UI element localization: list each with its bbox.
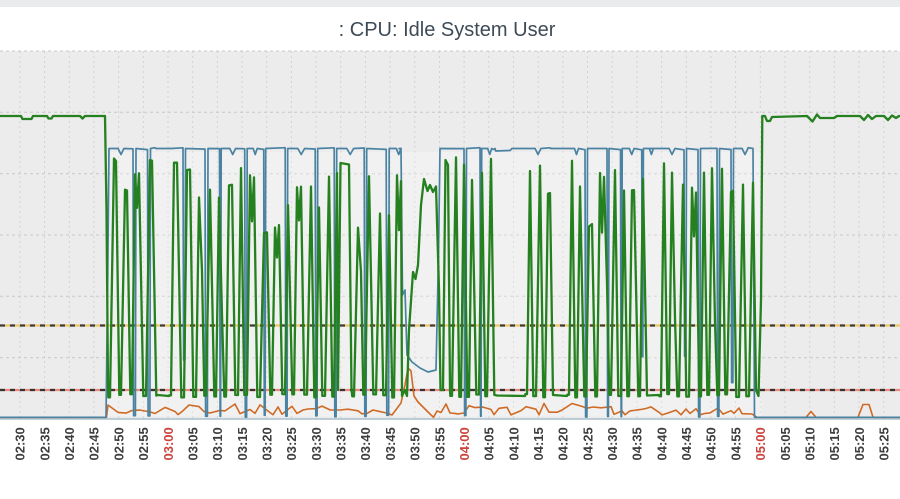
svg-text:04:10: 04:10 xyxy=(506,427,521,460)
svg-text:05:00: 05:00 xyxy=(753,427,768,460)
svg-text:05:20: 05:20 xyxy=(852,427,867,460)
svg-text:03:55: 03:55 xyxy=(432,427,447,460)
svg-text:04:05: 04:05 xyxy=(482,427,497,460)
svg-text:02:35: 02:35 xyxy=(37,427,52,460)
svg-text:05:10: 05:10 xyxy=(803,427,818,460)
svg-text:02:45: 02:45 xyxy=(87,427,102,460)
svg-text:04:00: 04:00 xyxy=(457,427,472,460)
svg-text:03:10: 03:10 xyxy=(210,427,225,460)
svg-text:03:45: 03:45 xyxy=(383,427,398,460)
svg-text:04:45: 04:45 xyxy=(679,427,694,460)
svg-text:02:50: 02:50 xyxy=(111,427,126,460)
svg-text:04:35: 04:35 xyxy=(630,427,645,460)
svg-text:04:40: 04:40 xyxy=(654,427,669,460)
svg-text:05:25: 05:25 xyxy=(877,427,892,460)
svg-text:04:30: 04:30 xyxy=(605,427,620,460)
svg-text:03:00: 03:00 xyxy=(161,427,176,460)
svg-text:04:20: 04:20 xyxy=(556,427,571,460)
svg-text:03:20: 03:20 xyxy=(260,427,275,460)
svg-text:: CPU: Idle System User: : CPU: Idle System User xyxy=(339,19,556,41)
svg-text:02:55: 02:55 xyxy=(136,427,151,460)
svg-text:03:15: 03:15 xyxy=(235,427,250,460)
svg-text:03:50: 03:50 xyxy=(408,427,423,460)
svg-text:03:05: 03:05 xyxy=(186,427,201,460)
svg-text:03:40: 03:40 xyxy=(358,427,373,460)
svg-text:05:15: 05:15 xyxy=(827,427,842,460)
svg-text:02:30: 02:30 xyxy=(13,427,28,460)
svg-text:04:55: 04:55 xyxy=(728,427,743,460)
svg-text:03:30: 03:30 xyxy=(309,427,324,460)
svg-text:04:50: 04:50 xyxy=(704,427,719,460)
svg-text:02:40: 02:40 xyxy=(62,427,77,460)
svg-text:03:25: 03:25 xyxy=(284,427,299,460)
svg-text:05:05: 05:05 xyxy=(778,427,793,460)
svg-text:04:15: 04:15 xyxy=(531,427,546,460)
svg-text:03:35: 03:35 xyxy=(334,427,349,460)
svg-text:04:25: 04:25 xyxy=(580,427,595,460)
